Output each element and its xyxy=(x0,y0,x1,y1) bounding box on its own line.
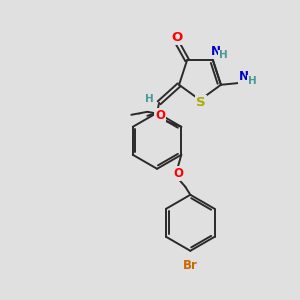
Text: H: H xyxy=(145,94,154,104)
Text: N: N xyxy=(239,70,249,83)
Text: S: S xyxy=(196,97,206,110)
Text: N: N xyxy=(211,45,221,58)
Text: O: O xyxy=(155,109,165,122)
Text: Br: Br xyxy=(183,259,198,272)
Text: O: O xyxy=(171,31,183,44)
Text: ethyl: ethyl xyxy=(138,114,141,116)
Text: O: O xyxy=(173,167,183,180)
Text: H: H xyxy=(219,50,227,60)
Text: H: H xyxy=(248,76,256,86)
